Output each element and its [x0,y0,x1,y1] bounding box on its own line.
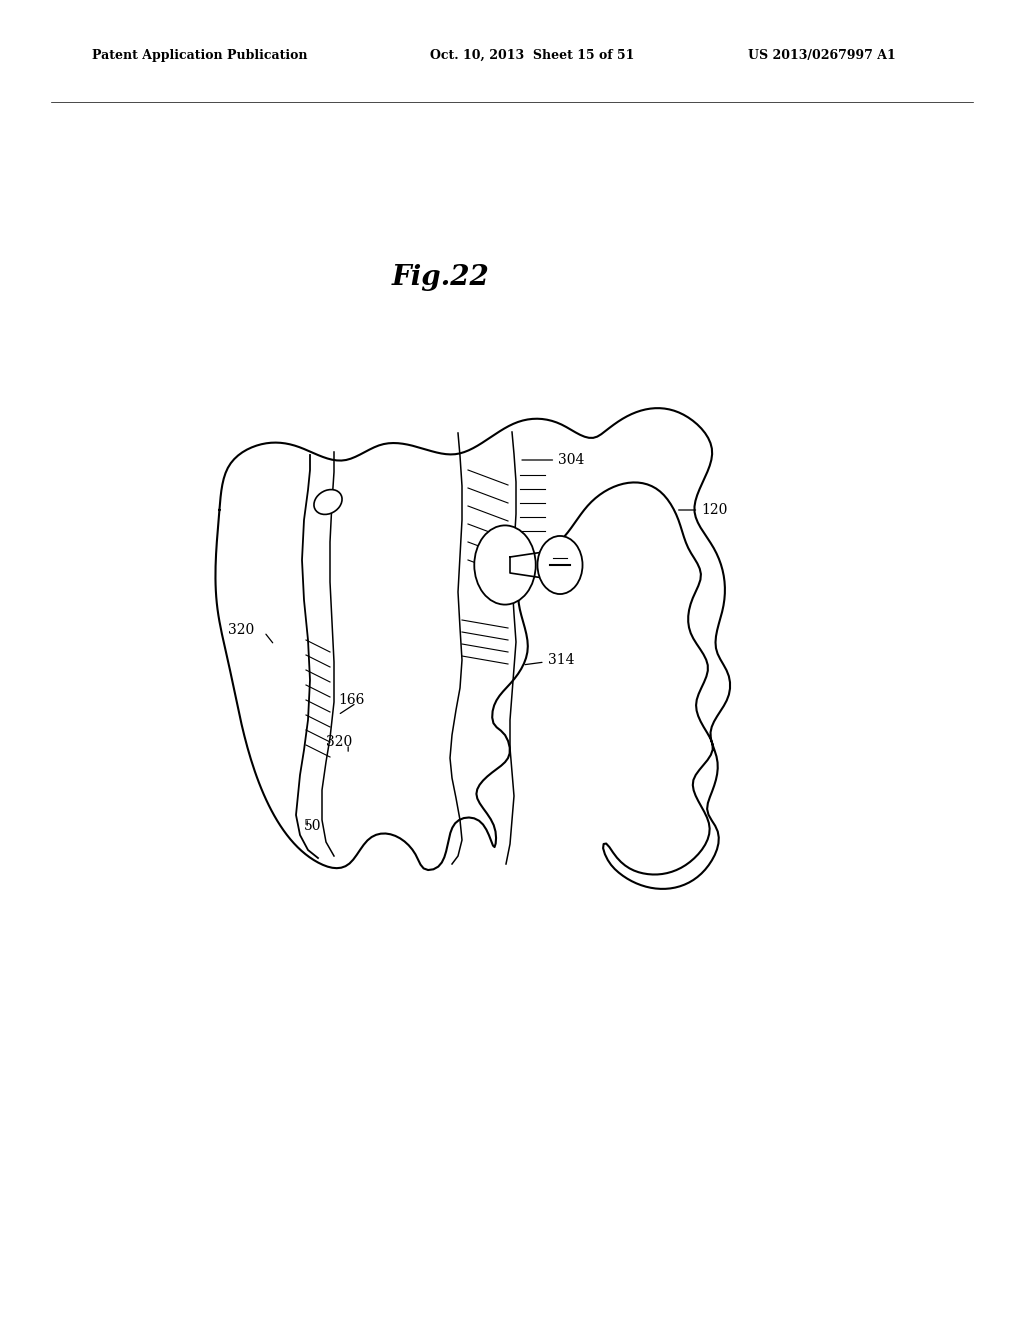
Text: 304: 304 [522,453,585,467]
Text: Patent Application Publication: Patent Application Publication [92,49,307,62]
Polygon shape [215,408,730,888]
Text: 320: 320 [326,735,352,748]
Ellipse shape [314,490,342,515]
Text: 120: 120 [701,503,728,517]
Text: 314: 314 [548,653,574,667]
Text: US 2013/0267997 A1: US 2013/0267997 A1 [748,49,895,62]
Text: Oct. 10, 2013  Sheet 15 of 51: Oct. 10, 2013 Sheet 15 of 51 [430,49,635,62]
Text: 166: 166 [338,693,365,708]
Text: 320: 320 [227,623,254,638]
Circle shape [538,536,583,594]
Text: Fig.22: Fig.22 [391,264,489,290]
Text: 50: 50 [304,818,322,833]
Polygon shape [510,550,550,579]
Circle shape [474,525,536,605]
